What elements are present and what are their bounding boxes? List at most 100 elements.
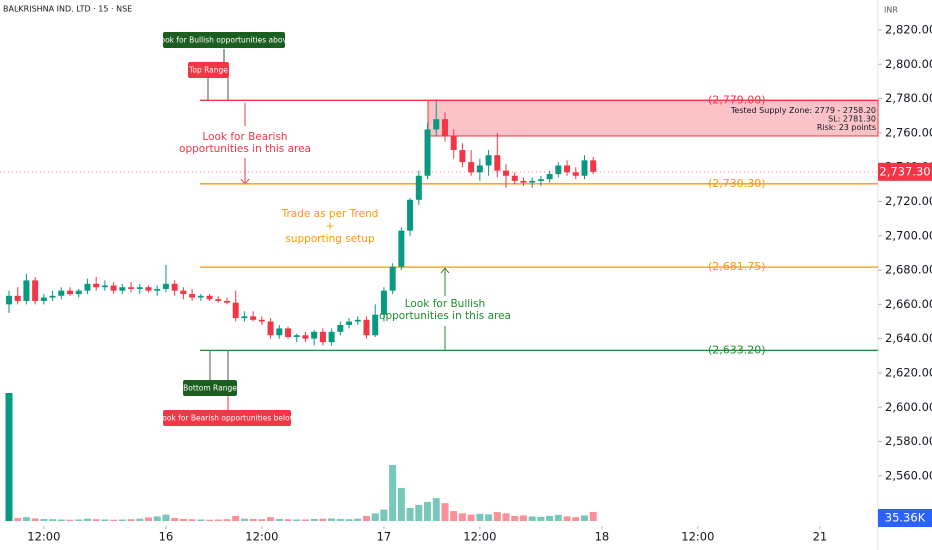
candle-body [49, 295, 56, 298]
candle-body [154, 288, 161, 291]
volume-bar [31, 518, 39, 521]
candle-body [476, 165, 483, 173]
volume-bar [345, 519, 353, 521]
volume-bar [232, 515, 240, 521]
volume-bar [389, 465, 397, 521]
y-tick-label: 2,820.00 [885, 23, 932, 37]
candle-body [415, 175, 422, 200]
volume-bar [336, 518, 344, 521]
volume-bar [485, 514, 493, 521]
level-label: (2,681.75) [708, 260, 766, 273]
candle-body [520, 180, 527, 183]
volume-bar [258, 519, 266, 521]
volume-bar [267, 517, 275, 521]
note-text: Trade as per Trend [281, 208, 379, 220]
candle-body [285, 328, 292, 337]
y-tick-label: 2,720.00 [885, 194, 932, 208]
x-tick-label: 12:00 [681, 530, 714, 544]
candle-body [572, 172, 579, 176]
candle-body [110, 285, 117, 291]
candle-body [223, 300, 230, 303]
candle-body [372, 314, 379, 336]
candle-body [311, 331, 318, 339]
candle-body [267, 321, 274, 336]
volume-bar [319, 518, 327, 521]
level-label: (2,633.20) [708, 343, 766, 356]
volume-bar [22, 517, 30, 521]
volume-bar [14, 517, 22, 521]
volume-bar [362, 515, 370, 521]
volume-bar [432, 498, 440, 521]
volume-bar [450, 511, 458, 521]
y-tick-label: 2,640.00 [885, 331, 932, 345]
x-tick-label: 18 [595, 530, 610, 544]
y-tick-label: 2,760.00 [885, 125, 932, 139]
tag-text: Bottom Range [183, 384, 237, 393]
candle-body [180, 290, 187, 295]
candle-body [32, 280, 39, 301]
volume-bar [49, 519, 57, 521]
volume-bar [171, 517, 179, 521]
candle-body [293, 335, 300, 337]
candle-body [197, 295, 204, 298]
candle-body [424, 129, 431, 176]
tag-text: Look for Bullish opportunities above [156, 36, 291, 45]
candle-body [276, 328, 283, 336]
candle-body [101, 285, 108, 288]
candle-body [354, 319, 361, 322]
volume-bar [424, 501, 432, 521]
candle-body [468, 162, 475, 173]
tag-box [163, 32, 285, 48]
candle-body [136, 287, 143, 289]
candle-body [241, 316, 248, 319]
candle-body [319, 331, 326, 343]
tag-box [188, 62, 229, 78]
volume-bar [519, 515, 527, 521]
y-tick-label: 2,620.00 [885, 365, 932, 379]
y-tick-label: 2,660.00 [885, 297, 932, 311]
volume-bar [537, 516, 545, 521]
volume-bar [441, 503, 449, 521]
candle-body [328, 331, 335, 343]
volume-bar [546, 515, 554, 521]
x-tick-label: 12:00 [245, 530, 278, 544]
volume-bar [83, 518, 91, 521]
chart-title: BALKRISHNA IND. LTD · 15 · NSE [3, 5, 132, 14]
volume-bar [118, 519, 126, 521]
candle-body [171, 283, 178, 291]
volume-bar [136, 518, 144, 521]
candle-body [555, 165, 562, 175]
supply-zone-text: Risk: 23 points [817, 123, 876, 132]
volume-bar [563, 516, 571, 521]
candle-body [189, 294, 196, 298]
candle-body [503, 170, 510, 176]
volume-label: 35.36K [885, 511, 926, 525]
candle-body [564, 165, 571, 173]
candle-body [485, 155, 492, 166]
note-text: + [326, 221, 335, 233]
volume-bar [101, 519, 109, 521]
volume-bar [293, 519, 301, 521]
candle-body [346, 321, 353, 325]
candle-body [529, 180, 536, 183]
volume-bar [75, 519, 83, 521]
volume-bar [162, 514, 170, 521]
level-label: (2,779.00) [708, 93, 766, 106]
volume-bar [127, 519, 135, 521]
volume-bar [502, 513, 510, 521]
volume-bar [188, 519, 196, 521]
candle-body [128, 287, 135, 289]
candle-body [363, 319, 370, 336]
note-text: Look for Bullish [405, 298, 485, 310]
candle-body [250, 316, 257, 320]
candle-body [450, 136, 457, 151]
volume-bar [66, 519, 74, 521]
note-text: Look for Bearish [202, 131, 287, 143]
volume-bar [310, 518, 318, 521]
volume-bar [572, 517, 580, 521]
x-tick-label: 21 [813, 530, 828, 544]
candle-body [119, 287, 126, 291]
volume-bar [284, 519, 292, 521]
volume-bar [580, 515, 588, 521]
